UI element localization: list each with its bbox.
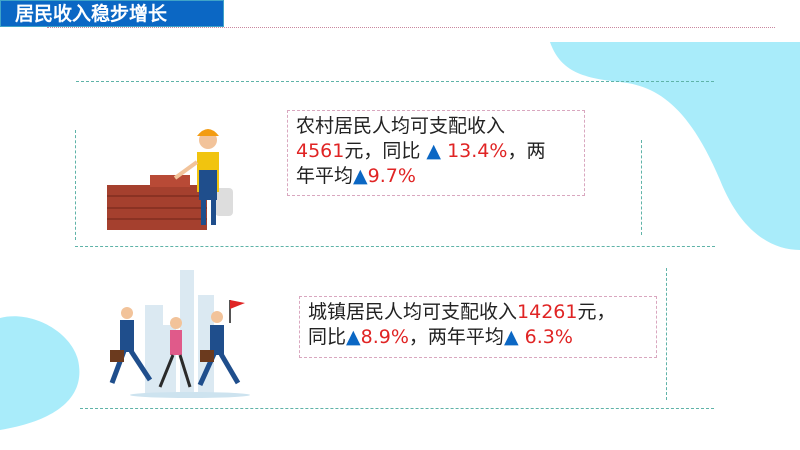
two-year-average-label: ，两年平均 [408, 326, 504, 348]
divider [80, 408, 714, 409]
up-triangle-icon: ▲ [426, 140, 442, 162]
rural-income-box: 农村居民人均可支配收入 4561元，同比 ▲ 13.4%，两 年平均▲9.7% [287, 110, 585, 196]
divider [641, 140, 642, 235]
bottom-left-blob [0, 316, 80, 430]
separator-text: ，两 [507, 140, 546, 162]
divider [75, 246, 715, 247]
divider [75, 130, 76, 240]
up-triangle-icon: ▲ [346, 326, 361, 348]
rural-yoy-growth: 13.4% [447, 140, 508, 162]
top-right-blob [550, 42, 800, 250]
urban-income-label: 城镇居民人均可支配收入 [308, 301, 518, 323]
rural-income-label: 农村居民人均可支配收入 [296, 115, 506, 137]
rural-income-amount: 4561 [296, 140, 345, 162]
rural-two-year-average: 9.7% [367, 165, 416, 187]
business-people-running-illustration [109, 270, 250, 398]
divider [76, 81, 714, 82]
yoy-label: 同比 [308, 326, 347, 348]
rural-unit-text: 元，同比 [344, 140, 421, 162]
urban-unit-text: 元， [577, 301, 616, 323]
up-triangle-icon: ▲ [503, 326, 519, 348]
two-year-average-label: 年平均 [296, 165, 354, 187]
page-title: 居民收入稳步增长 [0, 0, 224, 27]
urban-two-year-average: 6.3% [524, 326, 573, 348]
up-triangle-icon: ▲ [353, 165, 368, 187]
bricklayer-worker-illustration [107, 129, 233, 230]
divider [666, 268, 667, 400]
top-divider [47, 27, 775, 28]
urban-income-amount: 14261 [517, 301, 578, 323]
urban-income-box: 城镇居民人均可支配收入14261元， 同比▲8.9%，两年平均▲ 6.3% [299, 296, 657, 358]
urban-yoy-growth: 8.9% [360, 326, 409, 348]
